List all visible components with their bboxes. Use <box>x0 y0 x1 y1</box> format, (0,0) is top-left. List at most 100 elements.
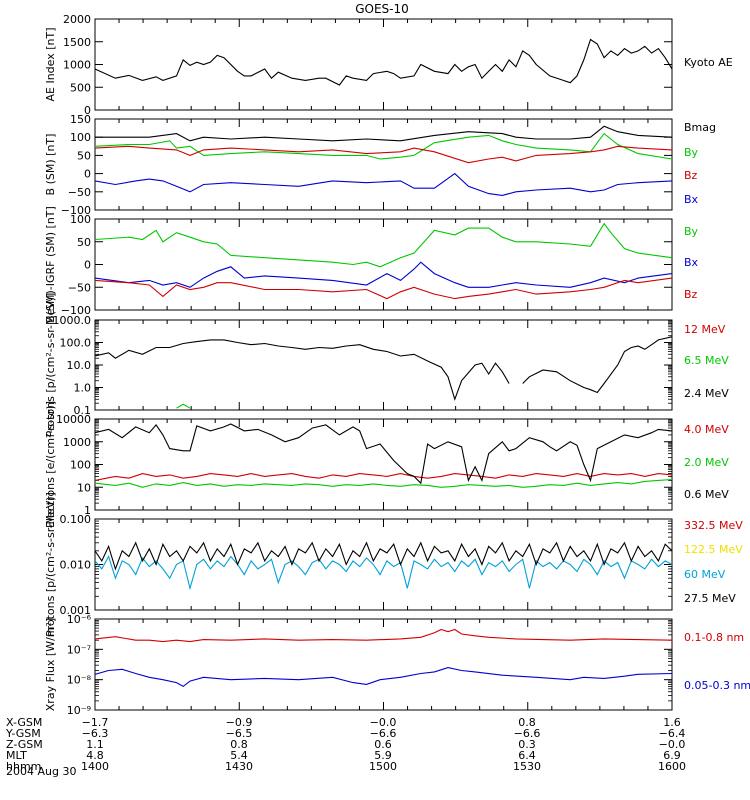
x-row-value: −6.5 <box>226 727 253 740</box>
x-row-label: Y-GSM <box>5 727 41 740</box>
y-tick-label: 50 <box>77 149 91 162</box>
y-tick-label: 2000 <box>63 13 91 26</box>
y-axis-label: Electrons [e/(cm²-s-sr)] <box>44 401 57 528</box>
series-line-bz <box>95 277 672 300</box>
x-row-value: −6.4 <box>659 727 686 740</box>
y-tick-label: −50 <box>68 186 91 199</box>
x-row-value: 0.6 <box>374 738 392 751</box>
figure-title: GOES-10 <box>355 2 409 16</box>
x-row-value: 1500 <box>369 760 397 773</box>
series-line-bmag <box>95 125 672 142</box>
panel-xray: 10⁻⁹ 10⁻⁸ 10⁻⁷ 10⁻⁶ Xray Flux [W/m²] 0.1-0.8 … <box>44 613 750 717</box>
series-line-0-6-mev <box>95 423 672 485</box>
legend-entry: Bx <box>684 193 699 206</box>
legend-entry: Bz <box>684 288 698 301</box>
series-line-bx <box>95 172 672 196</box>
legend-entry: 0.6 MeV <box>684 488 729 501</box>
x-row-value: 0.8 <box>230 738 248 751</box>
panel-b-sm: −100 −50 0 50 100 150 B (SM) [nT] Bmag By Bz Bx <box>44 113 716 217</box>
y-tick-label: 100 <box>70 213 91 226</box>
x-row-value: 0.3 <box>518 738 536 751</box>
panel-b-igrf: −100 −50 0 50 100 B(SM)-IGRF (SM) [nT] By Bx Bz <box>44 206 699 323</box>
y-tick-label: 0.001 <box>60 604 92 617</box>
legend-entry: 122.5 MeV <box>684 543 743 556</box>
series-line-bx <box>95 261 672 288</box>
y-tick-label: 0 <box>84 259 91 272</box>
x-row-label: X-GSM <box>6 716 42 729</box>
panel-frame <box>94 118 673 211</box>
y-tick-label: 100 <box>70 459 91 472</box>
legend-entry: 0.05-0.3 nm <box>684 679 750 692</box>
legend-entry: 2.4 MeV <box>684 387 729 400</box>
y-tick-label: 10.0 <box>67 359 92 372</box>
series-line-by <box>95 132 672 160</box>
x-row-value: 5.4 <box>230 749 248 762</box>
y-tick-label: 1.0 <box>74 382 92 395</box>
x-row-value: 1.6 <box>663 716 681 729</box>
legend-entry: 12 MeV <box>684 323 726 336</box>
x-row-value: −6.3 <box>82 727 109 740</box>
legend-entry: Bmag <box>684 121 716 134</box>
y-tick-label: −100 <box>61 304 91 317</box>
x-row-value: 6.9 <box>663 749 681 762</box>
legend-entry: 332.5 MeV <box>684 519 743 532</box>
x-row-label: Z-GSM <box>6 738 43 751</box>
x-row-value: 1600 <box>658 760 686 773</box>
series-line-60-mev <box>95 555 672 591</box>
x-row-value: −0.0 <box>370 716 397 729</box>
x-row-value: 5.9 <box>374 749 392 762</box>
x-row-value: −1.7 <box>82 716 109 729</box>
x-axis-table: 2004 Aug 30 X-GSM −1.7 −0.9 −0.0 0.8 1.6 Y-GSM… <box>5 716 686 778</box>
y-tick-label: 500 <box>70 81 91 94</box>
legend-entry: 4.0 MeV <box>684 423 729 436</box>
series-line-by <box>95 222 672 268</box>
x-row-value: −6.6 <box>514 727 541 740</box>
y-axis-label: Xray Flux [W/m²] <box>44 618 57 711</box>
series-line-6-5-mev <box>176 403 191 409</box>
y-axis-label: AE Index [nT] <box>44 27 57 101</box>
panel-frame <box>94 218 673 311</box>
legend-entry: 6.5 MeV <box>684 354 729 367</box>
y-axis-label: B(SM)-IGRF (SM) [nT] <box>44 206 57 323</box>
y-tick-label: 150 <box>70 113 91 126</box>
legend-entry: Kyoto AE <box>684 56 733 69</box>
x-row-value: 1400 <box>81 760 109 773</box>
x-row-value: 0.8 <box>518 716 536 729</box>
x-row-value: 1530 <box>513 760 541 773</box>
panel-frame <box>94 518 673 611</box>
y-axis-label: Protons [p/(cm²-s-sr-MeV)] <box>44 293 57 438</box>
x-row-label: hhmm <box>6 760 41 773</box>
series-line-2-4-mev <box>95 336 672 402</box>
x-row-value: 1430 <box>225 760 253 773</box>
y-tick-label: 0 <box>84 104 91 117</box>
y-tick-label: −50 <box>68 281 91 294</box>
y-tick-label: 0.1 <box>74 404 92 417</box>
x-row-value: −0.9 <box>226 716 253 729</box>
legend-entry: 0.1-0.8 nm <box>684 631 744 644</box>
legend-entry: Bx <box>684 256 699 269</box>
y-tick-label: 1 <box>84 504 91 517</box>
legend-entry: By <box>684 146 699 159</box>
panel-ae: 0 500 1000 1500 2000 AE Index [nT] Kyoto AE <box>44 13 733 117</box>
y-tick-label: 10⁻⁹ <box>67 704 91 717</box>
date-label: 2004 Aug 30 <box>6 765 76 778</box>
series-line-2-0-mev <box>95 478 672 488</box>
y-tick-label: −100 <box>61 204 91 217</box>
series-line-kyoto-ae <box>95 38 672 86</box>
y-tick-label: 100.0 <box>60 337 92 350</box>
panel-frame <box>94 319 673 411</box>
x-row-value: 1.1 <box>86 738 104 751</box>
legend-entry: Bz <box>684 169 698 182</box>
y-tick-label: 0.100 <box>60 513 92 526</box>
y-tick-label: 10000 <box>56 413 91 426</box>
y-tick-label: 0.010 <box>60 559 92 572</box>
y-tick-label: 10⁻⁷ <box>67 643 91 656</box>
y-tick-label: 1000.0 <box>53 314 92 327</box>
legend-entry: 27.5 MeV <box>684 592 736 605</box>
y-tick-label: 100 <box>70 131 91 144</box>
y-tick-label: 1500 <box>63 36 91 49</box>
x-row-value: 4.8 <box>86 749 104 762</box>
